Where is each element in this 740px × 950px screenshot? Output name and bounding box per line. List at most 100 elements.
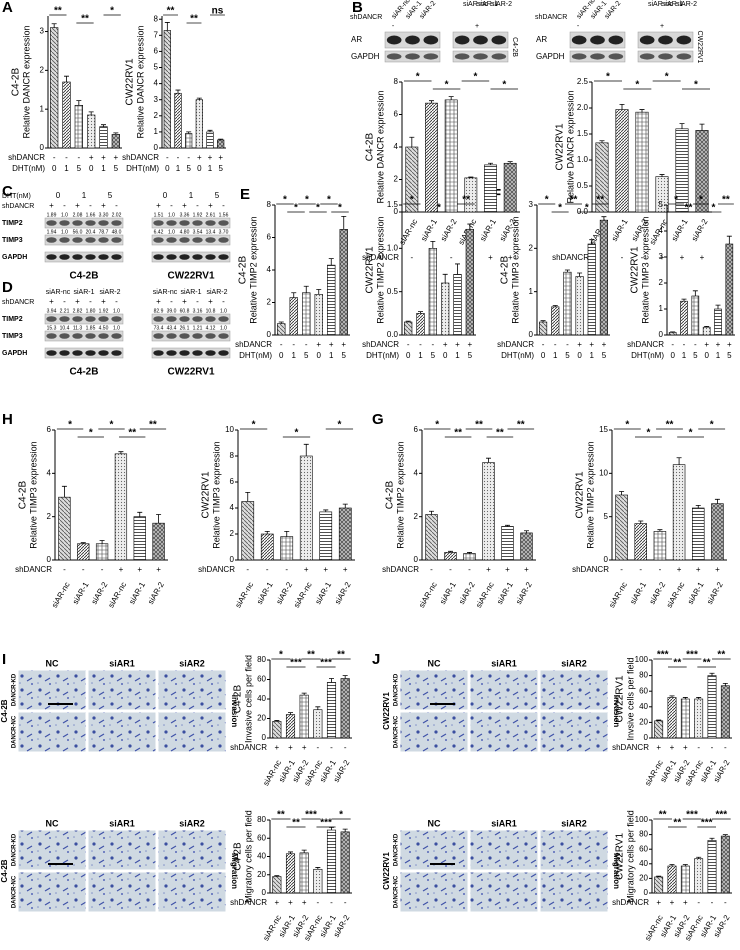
band (59, 237, 70, 243)
x-category-label: siAR-2 (146, 580, 166, 606)
error-bar (552, 305, 558, 307)
bar (404, 321, 413, 336)
bar (285, 853, 296, 894)
bar (217, 139, 225, 149)
row-label: + (589, 340, 594, 349)
band (98, 220, 109, 226)
blot-label: shDANCR (2, 299, 34, 306)
y-tick-label: 3 (154, 95, 159, 104)
band-value: 1.0 (168, 229, 175, 235)
row-label: + (700, 253, 705, 262)
significance: * (410, 195, 414, 206)
band (608, 35, 624, 45)
micrograph (399, 871, 469, 913)
error-bar (682, 697, 688, 699)
band-value: 3.30 (99, 212, 109, 218)
band (179, 350, 190, 356)
bar (302, 292, 311, 336)
band (192, 350, 203, 356)
y-tick-label: 2 (394, 175, 399, 184)
bar (653, 531, 667, 561)
significance: ** (496, 428, 504, 439)
row-label: + (683, 743, 688, 752)
error-bar (196, 97, 202, 100)
y-tick-label: 3 (40, 27, 45, 36)
band-value: 6.42 (154, 229, 164, 235)
error-bar (695, 505, 701, 508)
bar (340, 678, 350, 739)
significance: ** (703, 658, 711, 669)
band-value: 26.1 (180, 325, 190, 331)
sign: - (89, 297, 92, 306)
y-tick-label: 80 (257, 655, 266, 664)
row-label: + (524, 565, 529, 574)
row-name: shDANCR (122, 153, 159, 162)
x-category-label: siAR-2 (690, 217, 710, 243)
error-bar (448, 96, 454, 100)
band (192, 237, 203, 243)
cell-line-label: CW22RV1 (696, 31, 703, 64)
y-tick-label: 0 (40, 143, 45, 152)
row-label: + (329, 340, 334, 349)
band (205, 254, 216, 260)
band-value: 2.08 (73, 212, 83, 218)
row-label: 5 (342, 351, 347, 360)
error-bar (274, 875, 280, 877)
y-tick-label: 3 (529, 200, 534, 209)
y-tick-label: 8 (394, 77, 399, 86)
row-label: - (641, 253, 644, 262)
band-value: 20.4 (86, 229, 96, 235)
band-value: 48.0 (112, 229, 122, 235)
x-category-label: siAR-2 (457, 580, 477, 606)
band (46, 333, 57, 339)
band (491, 53, 507, 60)
band-value: 11.3 (73, 325, 83, 331)
bar (714, 308, 722, 336)
bar (503, 162, 517, 213)
band (111, 220, 122, 226)
error-bar (61, 485, 67, 498)
x-category-label: siAR-2 (333, 580, 353, 606)
band (608, 53, 624, 60)
row-label: - (305, 340, 308, 349)
bar (299, 455, 313, 561)
significance: * (646, 428, 650, 439)
row-label: - (407, 340, 410, 349)
row-label: + (727, 340, 732, 349)
bar (551, 306, 560, 336)
panel-letter: I (2, 651, 6, 668)
sign: - (89, 201, 92, 210)
significance: * (689, 428, 693, 439)
bar (111, 134, 120, 149)
blot-label: shDANCR (350, 14, 382, 21)
row-label: - (246, 565, 249, 574)
row-name: DHT(nM) (239, 351, 272, 360)
band (72, 316, 83, 322)
band-value: 3.36 (180, 212, 190, 218)
row-label: + (577, 340, 582, 349)
row-label: 0 (541, 351, 546, 360)
bar (634, 523, 647, 561)
bar (327, 264, 336, 336)
micrograph (539, 871, 609, 913)
micrograph (539, 829, 609, 871)
sign: + (182, 201, 187, 210)
band (218, 220, 229, 226)
bar (520, 532, 533, 561)
sign: - (222, 201, 225, 210)
significance: * (295, 428, 299, 439)
cell-line-label: CW22RV1 (575, 471, 586, 518)
band (98, 254, 109, 260)
row-label: - (410, 253, 413, 262)
y-axis-label: Migratory cells per field (625, 810, 635, 903)
y-tick-label: 40 (639, 859, 648, 868)
bar (416, 313, 425, 336)
sign: + (75, 201, 80, 210)
y-tick-label: 1 (154, 127, 159, 136)
bar (680, 300, 688, 336)
sign: + (660, 23, 664, 30)
error-bar (681, 298, 687, 302)
x-category-label: siAR-1 (628, 580, 648, 606)
significance: * (305, 195, 309, 206)
micrograph (87, 829, 157, 871)
